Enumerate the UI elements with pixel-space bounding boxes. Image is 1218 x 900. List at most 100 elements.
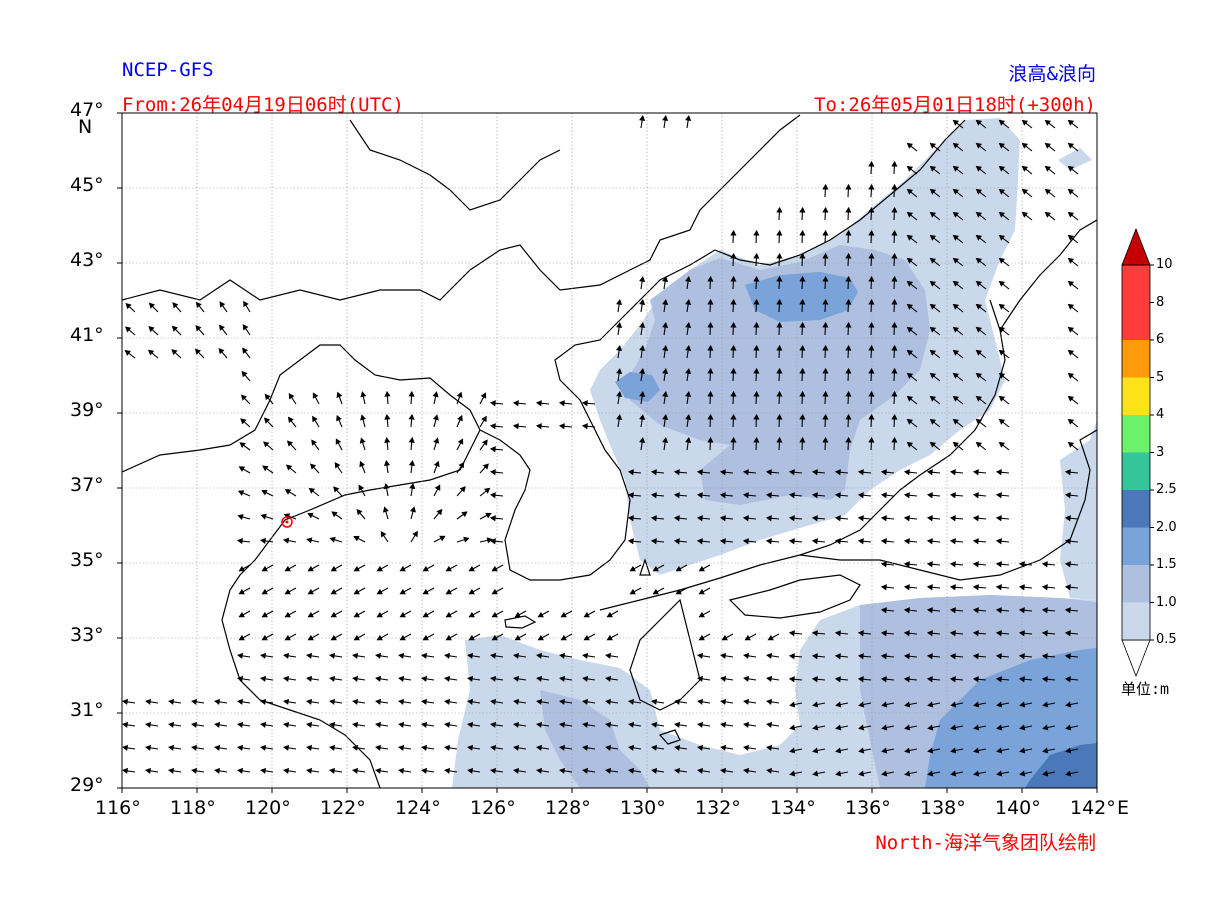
- direction-arrow-head: [582, 767, 589, 774]
- direction-arrow-head: [685, 345, 692, 352]
- colorbar-level-label: 1.0: [1156, 594, 1177, 610]
- direction-arrow-head: [906, 234, 914, 241]
- direction-arrow-head: [445, 611, 452, 618]
- direction-arrow-head: [421, 767, 428, 774]
- direction-arrow-head: [512, 400, 519, 407]
- direction-arrow-head: [124, 326, 132, 333]
- direction-arrow-head: [468, 565, 475, 572]
- direction-arrow-head: [929, 142, 937, 149]
- direction-arrow-head: [799, 367, 806, 374]
- direction-arrow-head: [696, 469, 703, 476]
- direction-arrow-head: [998, 119, 1006, 126]
- direction-arrow-head: [904, 701, 911, 708]
- direction-arrow-head: [537, 611, 544, 618]
- direction-arrow-head: [639, 115, 646, 122]
- direction-arrow-head: [753, 298, 760, 305]
- lat-label: 43°: [70, 249, 104, 271]
- direction-arrow-head: [812, 747, 819, 754]
- direction-arrow-head: [261, 634, 268, 641]
- direction-arrow-head: [583, 634, 590, 641]
- direction-arrow-head: [239, 442, 246, 449]
- direction-arrow-head: [996, 770, 1003, 777]
- direction-arrow-head: [1021, 188, 1029, 195]
- direction-arrow-head: [868, 275, 875, 282]
- direction-arrow-head: [903, 584, 910, 591]
- direction-arrow-head: [650, 538, 657, 545]
- direction-arrow-head: [880, 561, 887, 568]
- direction-arrow-head: [359, 437, 366, 444]
- direction-arrow-head: [384, 436, 391, 443]
- direction-arrow-head: [972, 492, 979, 499]
- direction-arrow-head: [845, 206, 852, 213]
- direction-arrow-head: [927, 701, 934, 708]
- direction-arrow-head: [799, 298, 806, 305]
- direction-arrow-head: [513, 721, 520, 728]
- direction-arrow-head: [776, 298, 783, 305]
- direction-arrow-head: [662, 322, 669, 329]
- colorbar-segment: [1122, 302, 1150, 340]
- direction-arrow-head: [467, 698, 474, 705]
- direction-arrow-head: [730, 252, 737, 259]
- direction-arrow-head: [835, 770, 842, 777]
- direction-arrow-head: [422, 611, 429, 618]
- direction-arrow-head: [799, 321, 806, 328]
- direction-arrow-head: [490, 652, 497, 659]
- direction-arrow-head: [1065, 747, 1072, 754]
- direction-arrow-head: [975, 188, 983, 195]
- direction-arrow-head: [353, 565, 360, 572]
- direction-arrow-head: [926, 584, 933, 591]
- direction-arrow-head: [707, 298, 714, 305]
- direction-arrow-head: [242, 324, 249, 331]
- direction-arrow-head: [903, 561, 910, 568]
- direction-arrow-head: [926, 676, 933, 683]
- direction-arrow-head: [998, 418, 1006, 425]
- direction-arrow-head: [765, 492, 772, 499]
- direction-arrow-head: [857, 538, 864, 545]
- direction-arrow-head: [720, 698, 727, 705]
- wave-direction-arrows: [122, 115, 1079, 777]
- direction-arrow-head: [835, 701, 842, 708]
- direction-arrow-head: [949, 561, 956, 568]
- direction-arrow-head: [122, 744, 129, 751]
- direction-arrow-head: [1044, 119, 1052, 126]
- direction-arrow-head: [858, 770, 865, 777]
- direction-arrow-head: [1064, 492, 1071, 499]
- direction-arrow-head: [929, 441, 937, 448]
- direction-arrow-head: [696, 538, 703, 545]
- direction-arrow-head: [168, 744, 175, 751]
- direction-arrow-head: [1065, 701, 1072, 708]
- island-tsushima: [639, 558, 651, 576]
- direction-arrow-head: [1018, 676, 1025, 683]
- direction-arrow-head: [906, 441, 914, 448]
- direction-arrow-head: [616, 368, 623, 375]
- direction-arrow-head: [799, 436, 806, 443]
- direction-arrow-head: [776, 436, 783, 443]
- direction-arrow-head: [283, 652, 290, 659]
- direction-arrow-head: [1067, 165, 1075, 172]
- wave-field-2-0-west: [615, 372, 660, 402]
- direction-arrow-head: [260, 652, 267, 659]
- direction-arrow-head: [214, 698, 221, 705]
- direction-arrow-head: [891, 206, 898, 213]
- direction-arrow-head: [929, 188, 937, 195]
- direction-arrow-head: [834, 492, 841, 499]
- direction-arrow-head: [975, 211, 983, 218]
- coast-honshu-south: [799, 429, 1097, 581]
- colorbar-over-triangle: [1121, 227, 1151, 266]
- direction-arrow-head: [306, 675, 313, 682]
- direction-arrow-head: [766, 675, 773, 682]
- direction-arrow-head: [880, 538, 887, 545]
- direction-arrow-head: [904, 770, 911, 777]
- colorbar-segment: [1122, 490, 1150, 528]
- direction-arrow-head: [891, 413, 898, 420]
- direction-arrow-head: [765, 469, 772, 476]
- direction-arrow-head: [906, 280, 914, 287]
- direction-arrow-head: [674, 767, 681, 774]
- direction-arrow-head: [857, 630, 864, 637]
- direction-arrow-head: [1064, 515, 1071, 522]
- direction-arrow-head: [480, 392, 487, 399]
- direction-arrow-head: [789, 724, 796, 731]
- direction-arrow-head: [1064, 469, 1071, 476]
- direction-arrow-head: [906, 395, 914, 402]
- direction-arrow-head: [998, 326, 1006, 333]
